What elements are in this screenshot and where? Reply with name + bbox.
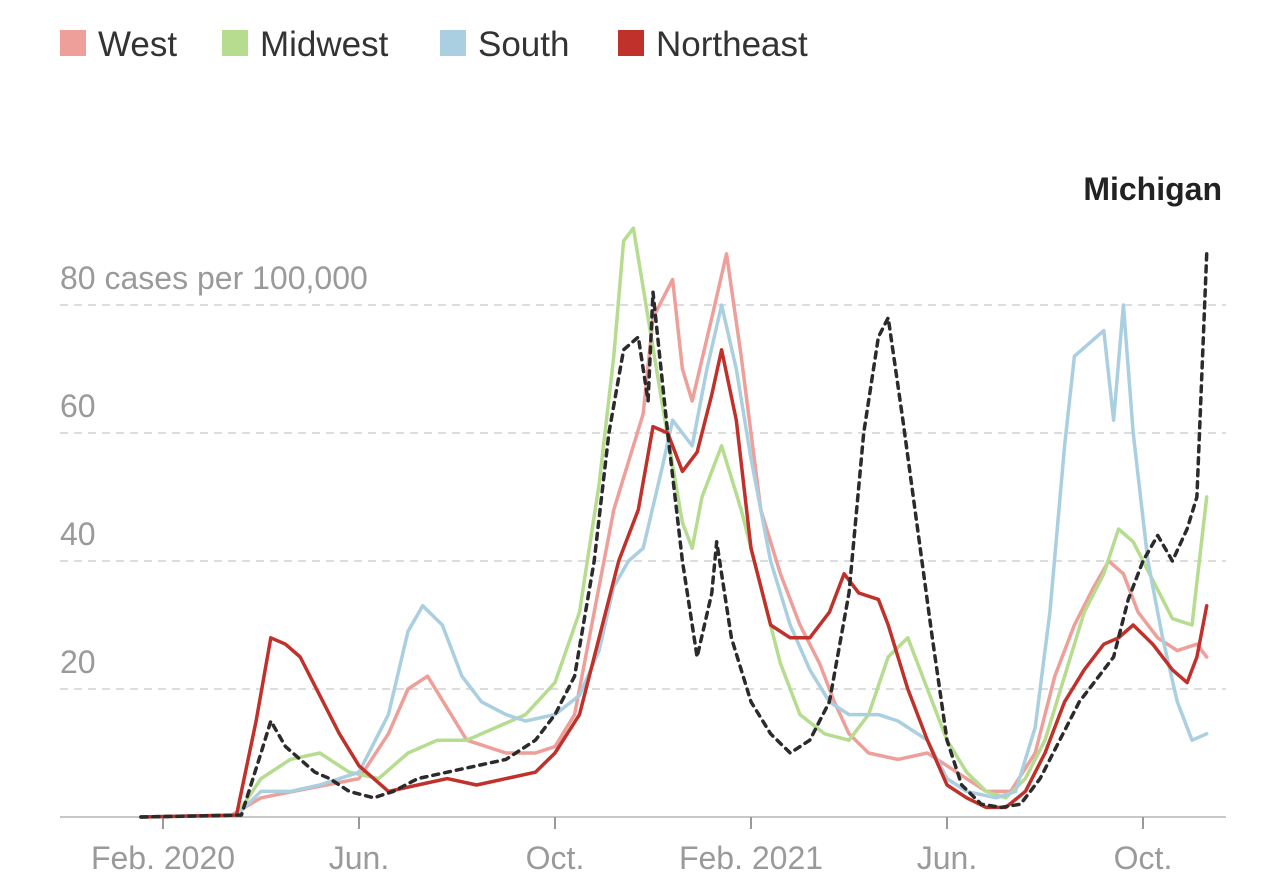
series-lines: [139, 226, 1209, 819]
series-line-west: [139, 252, 1209, 819]
y-tick-label-80: 80 cases per 100,000: [60, 260, 368, 296]
series-line-south: [139, 303, 1209, 819]
y-axis-tick-labels: 20 40 60 80 cases per 100,000: [60, 260, 368, 680]
legend-swatch-south: [440, 30, 466, 56]
x-tick-label-0: Feb. 2020: [91, 840, 235, 876]
legend-label-northeast: Northeast: [656, 25, 808, 64]
legend-label-west: West: [98, 25, 177, 64]
y-tick-label-40: 40: [60, 516, 96, 552]
legend-swatch-midwest: [222, 30, 248, 56]
x-tick-label-2: Oct.: [526, 840, 585, 876]
series-line-midwest: [139, 226, 1209, 819]
series-line-michigan: [139, 252, 1209, 819]
series-line-northeast: [139, 348, 1209, 819]
y-tick-label-20: 20: [60, 644, 96, 680]
region-label: Michigan: [1083, 171, 1222, 207]
y-tick-label-60: 60: [60, 388, 96, 424]
x-tick-label-3: Feb. 2021: [679, 840, 823, 876]
x-tick-label-4: Jun.: [917, 840, 977, 876]
legend-swatch-west: [60, 30, 86, 56]
legend-label-midwest: Midwest: [260, 25, 389, 64]
chart-legend: West Midwest South Northeast: [60, 25, 808, 64]
x-tick-label-1: Jun.: [329, 840, 389, 876]
x-tick-label-5: Oct.: [1114, 840, 1173, 876]
gridlines: [60, 304, 1226, 690]
legend-label-south: South: [478, 25, 569, 64]
x-axis: Feb. 2020 Jun. Oct. Feb. 2021 Jun. Oct.: [60, 816, 1226, 876]
legend-swatch-northeast: [618, 30, 644, 56]
